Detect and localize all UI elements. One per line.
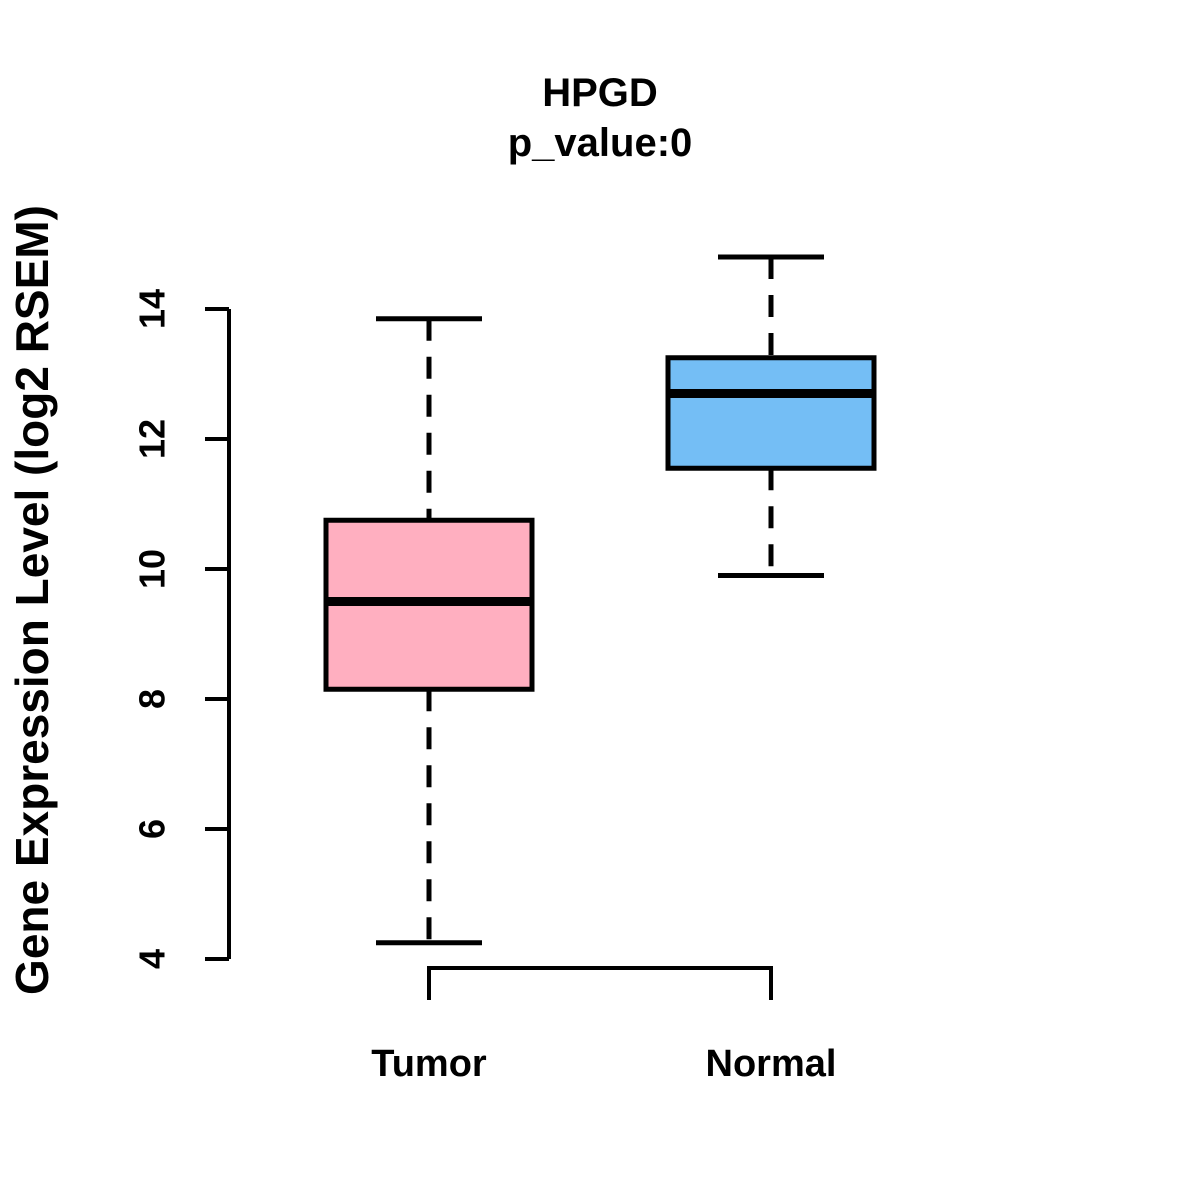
y-axis-tick-label: 4 — [132, 949, 173, 969]
title-block: HPGD p_value:0 — [0, 70, 1200, 166]
chart-subtitle: p_value:0 — [507, 121, 693, 165]
box-normal — [665, 355, 877, 471]
chart-title: HPGD — [542, 71, 658, 115]
y-axis-tick-label: 14 — [132, 289, 173, 329]
x-category-label-tumor: Tumor — [371, 1043, 487, 1085]
x-axis-bracket — [427, 966, 773, 1000]
x-category-label-normal: Normal — [706, 1043, 837, 1085]
y-axis-tick-label: 6 — [132, 819, 173, 839]
y-axis-tick-label: 12 — [132, 419, 173, 459]
y-axis-tick-label: 8 — [132, 689, 173, 709]
y-axis-tick-label: 10 — [132, 549, 173, 589]
